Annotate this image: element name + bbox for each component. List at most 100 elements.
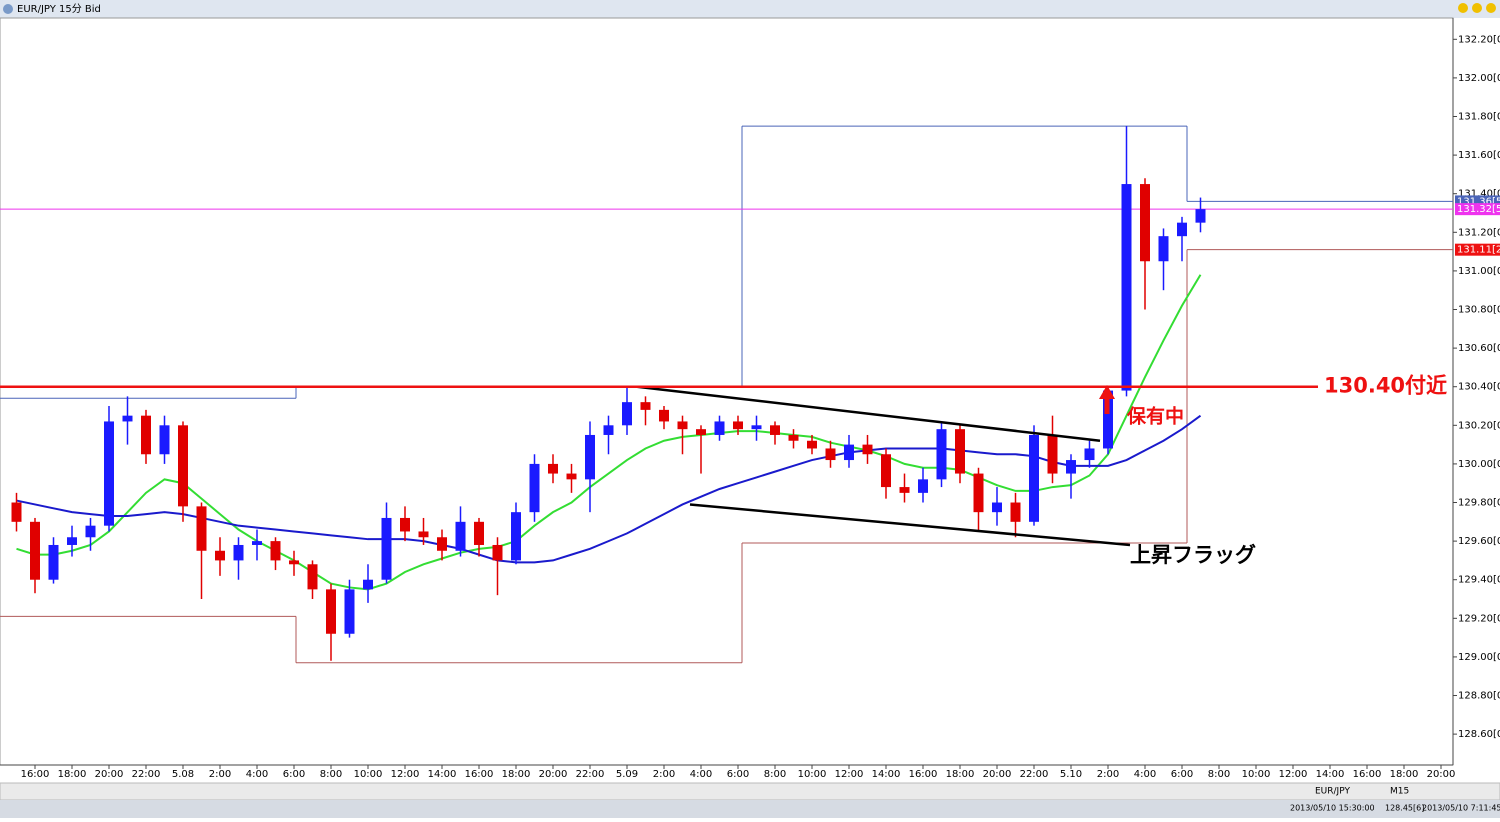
- candle-body: [1121, 184, 1132, 391]
- candle-body: [122, 415, 133, 422]
- x-tick-label: 4:00: [690, 769, 712, 780]
- candle-body: [677, 421, 688, 430]
- y-tick-label: 130.40[0]: [1458, 382, 1500, 393]
- arrow-head: [1099, 385, 1115, 399]
- x-tick-label: 4:00: [1134, 769, 1156, 780]
- moving-average: [16, 414, 1202, 564]
- candle-body: [770, 425, 780, 435]
- x-tick-label: 12:00: [1279, 769, 1308, 780]
- candle-body: [1195, 209, 1206, 223]
- candle-body: [714, 421, 725, 435]
- candle-body: [30, 521, 40, 580]
- candle-body: [640, 402, 651, 410]
- x-tick-label: 2:00: [1097, 769, 1119, 780]
- x-tick-label: 16:00: [1353, 769, 1382, 780]
- candle-body: [992, 502, 1002, 513]
- candle-body: [1103, 390, 1113, 449]
- price-tag: [1455, 243, 1500, 256]
- candle-body: [585, 434, 595, 480]
- candle-body: [733, 421, 743, 430]
- candle-body: [955, 429, 965, 474]
- y-tick-label: 129.40[0]: [1458, 575, 1500, 586]
- y-tick-label: 132.00[0]: [1458, 73, 1500, 84]
- candle-body: [289, 560, 299, 565]
- y-tick-label: 130.80[0]: [1458, 305, 1500, 316]
- candle-body: [622, 402, 632, 426]
- candle-body: [326, 589, 336, 634]
- x-tick-label: 8:00: [764, 769, 786, 780]
- y-tick-label: 129.20[0]: [1458, 613, 1500, 624]
- candle-body: [1158, 236, 1169, 262]
- x-tick-label: 20:00: [1427, 769, 1456, 780]
- x-tick-label: 4:00: [246, 769, 268, 780]
- x-tick-label: 18:00: [1390, 769, 1419, 780]
- y-tick-label: 130.00[0]: [1458, 459, 1500, 470]
- candle-body: [492, 544, 503, 561]
- y-tick-label: 131.20[0]: [1458, 227, 1500, 238]
- x-tick-label: 6:00: [727, 769, 749, 780]
- trendline: [636, 385, 1101, 442]
- x-tick-label: 2:00: [653, 769, 675, 780]
- candle-body: [918, 479, 928, 493]
- scrollbar[interactable]: [0, 782, 1500, 801]
- candle-body: [344, 589, 355, 634]
- candle-body: [807, 440, 817, 449]
- candle-body: [474, 521, 484, 545]
- minimize-button[interactable]: [1458, 3, 1468, 13]
- candle-body: [696, 429, 706, 435]
- candle-body: [899, 487, 910, 493]
- level-label: 130.40付近: [1324, 374, 1447, 398]
- maximize-button[interactable]: [1472, 3, 1482, 13]
- candle-body: [751, 425, 762, 430]
- x-tick-label: 2:00: [209, 769, 231, 780]
- x-tick-label: 18:00: [946, 769, 975, 780]
- x-tick-label: 16:00: [21, 769, 50, 780]
- candle-body: [825, 448, 836, 461]
- y-tick-label: 130.60[0]: [1458, 343, 1500, 354]
- x-tick-label: 12:00: [835, 769, 864, 780]
- candle-body: [1084, 448, 1095, 461]
- candle-body: [196, 506, 207, 551]
- close-button[interactable]: [1486, 3, 1496, 13]
- candle-body: [1140, 184, 1150, 262]
- x-tick-label: 14:00: [428, 769, 457, 780]
- candle-body: [233, 544, 244, 561]
- x-tick-label: 6:00: [283, 769, 305, 780]
- x-tick-label: 22:00: [132, 769, 161, 780]
- candle-body: [862, 444, 873, 455]
- candle-body: [455, 521, 466, 551]
- window-icon: [3, 4, 13, 14]
- candle-body: [11, 502, 22, 522]
- x-tick-label: 5.09: [616, 769, 638, 780]
- status-timeframe: M15: [1390, 787, 1409, 797]
- x-tick-label: 8:00: [1208, 769, 1230, 780]
- y-tick-label: 132.20[0]: [1458, 34, 1500, 45]
- y-tick-label: 130.20[0]: [1458, 420, 1500, 431]
- candle-body: [1029, 434, 1039, 522]
- candle-body: [363, 579, 373, 590]
- x-tick-label: 10:00: [798, 769, 827, 780]
- y-tick-label: 129.60[0]: [1458, 536, 1500, 547]
- x-tick-label: 22:00: [576, 769, 605, 780]
- x-tick-label: 20:00: [95, 769, 124, 780]
- y-tick-label: 131.00[0]: [1458, 266, 1500, 277]
- price-tag-label: 131.11[2: [1457, 245, 1500, 256]
- x-tick-label: 6:00: [1171, 769, 1193, 780]
- x-tick-label: 14:00: [1316, 769, 1345, 780]
- candle-body: [67, 537, 77, 545]
- candle-body: [1047, 434, 1058, 474]
- candle-body: [566, 473, 577, 480]
- status-bar: [0, 800, 1500, 818]
- y-tick-label: 131.40[0]: [1458, 189, 1500, 200]
- x-tick-label: 18:00: [58, 769, 87, 780]
- candle-body: [178, 425, 188, 507]
- candle-body: [1066, 460, 1076, 474]
- y-tick-label: 129.00[0]: [1458, 652, 1500, 663]
- status-cursor-price: 128.45[6]: [1385, 804, 1424, 813]
- y-tick-label: 129.80[0]: [1458, 498, 1500, 509]
- candle-body: [159, 425, 170, 455]
- candle-body: [270, 541, 281, 561]
- window-title: EUR/JPY 15分 Bid: [17, 3, 101, 15]
